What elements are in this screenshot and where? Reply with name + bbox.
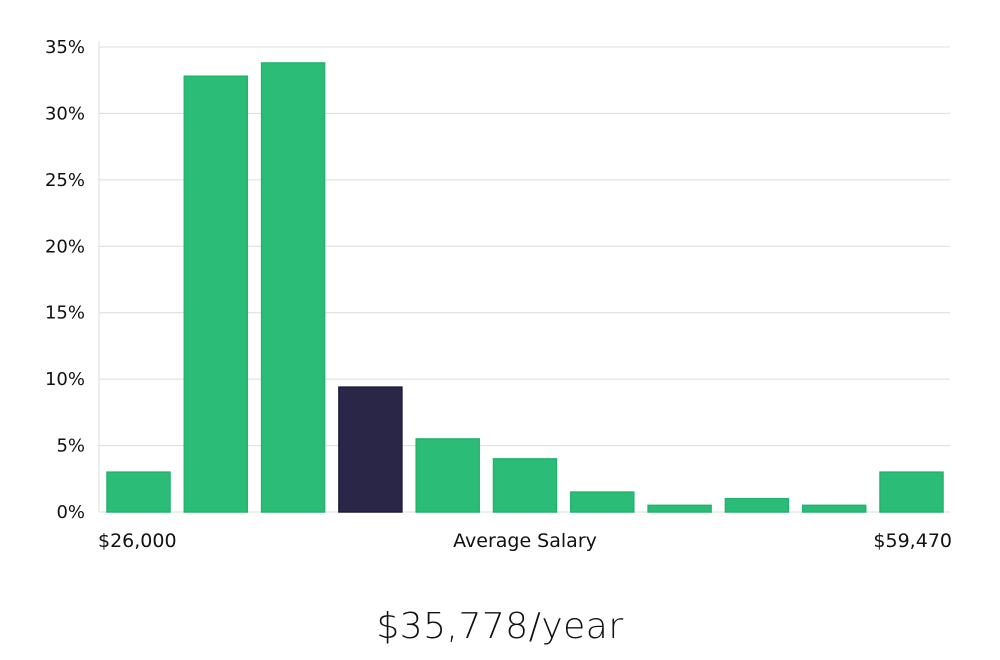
histogram-bar bbox=[260, 62, 326, 513]
y-tick-label: 15% bbox=[45, 303, 85, 324]
histogram-bar-highlighted bbox=[338, 386, 403, 513]
average-salary-summary: $35,778/year bbox=[376, 606, 624, 647]
histogram-bar bbox=[647, 504, 712, 513]
y-tick-label: 0% bbox=[56, 502, 85, 523]
x-axis-title: Average Salary bbox=[453, 530, 597, 552]
y-tick-label: 20% bbox=[45, 236, 85, 257]
histogram-bar bbox=[415, 438, 480, 513]
chart-canvas: 0% 5% 10% 15% 20% 25% 30% 35% $26,000 Average S… bbox=[45, 37, 952, 552]
histogram-bar bbox=[106, 471, 171, 513]
y-tick-label: 30% bbox=[45, 103, 85, 124]
bars bbox=[106, 62, 944, 513]
x-min-label: $26,000 bbox=[98, 530, 177, 552]
y-tick-label: 25% bbox=[45, 170, 85, 191]
histogram-bar bbox=[879, 471, 944, 513]
histogram-bar bbox=[570, 491, 635, 513]
histogram-bar bbox=[724, 497, 790, 513]
histogram-bar bbox=[801, 504, 867, 513]
y-tick-label: 5% bbox=[56, 436, 85, 457]
histogram-bar bbox=[183, 75, 249, 513]
x-axis-labels: $26,000 Average Salary $59,470 bbox=[98, 530, 952, 552]
x-max-label: $59,470 bbox=[873, 530, 952, 552]
y-axis-ticks: 0% 5% 10% 15% 20% 25% 30% 35% bbox=[45, 37, 85, 523]
y-tick-label: 35% bbox=[45, 37, 85, 58]
histogram-bar bbox=[492, 458, 558, 513]
y-tick-label: 10% bbox=[45, 369, 85, 390]
